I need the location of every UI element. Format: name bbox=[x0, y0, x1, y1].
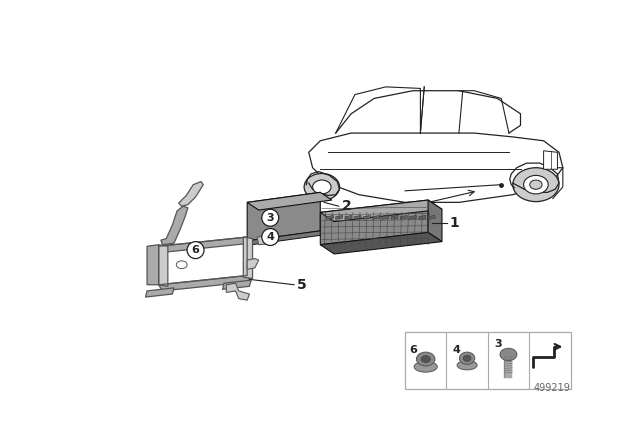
Ellipse shape bbox=[457, 361, 477, 370]
Polygon shape bbox=[159, 245, 168, 286]
Text: 3: 3 bbox=[266, 213, 274, 223]
Text: 3: 3 bbox=[494, 339, 502, 349]
Polygon shape bbox=[247, 231, 325, 245]
Polygon shape bbox=[147, 245, 159, 285]
Polygon shape bbox=[372, 215, 380, 220]
Ellipse shape bbox=[530, 180, 542, 189]
Ellipse shape bbox=[312, 180, 331, 194]
Ellipse shape bbox=[417, 352, 435, 366]
Polygon shape bbox=[382, 215, 389, 220]
Polygon shape bbox=[257, 236, 278, 245]
Polygon shape bbox=[336, 215, 342, 220]
Text: 6: 6 bbox=[191, 245, 200, 255]
Text: 4: 4 bbox=[452, 345, 460, 355]
Polygon shape bbox=[159, 276, 251, 291]
Polygon shape bbox=[354, 215, 361, 220]
Ellipse shape bbox=[513, 168, 559, 202]
Polygon shape bbox=[247, 192, 320, 241]
Ellipse shape bbox=[500, 348, 517, 361]
Polygon shape bbox=[227, 283, 250, 300]
Circle shape bbox=[262, 228, 279, 246]
Polygon shape bbox=[345, 215, 352, 220]
Polygon shape bbox=[223, 280, 251, 289]
Polygon shape bbox=[320, 200, 442, 222]
Polygon shape bbox=[428, 200, 442, 241]
Polygon shape bbox=[145, 288, 174, 297]
Text: 5: 5 bbox=[297, 278, 307, 292]
Polygon shape bbox=[428, 215, 435, 220]
Polygon shape bbox=[179, 181, 204, 206]
Polygon shape bbox=[308, 133, 563, 202]
Polygon shape bbox=[391, 215, 398, 220]
Text: 1: 1 bbox=[450, 216, 460, 230]
Ellipse shape bbox=[304, 173, 340, 200]
Polygon shape bbox=[320, 233, 442, 254]
Circle shape bbox=[262, 209, 279, 226]
Polygon shape bbox=[159, 237, 251, 252]
Ellipse shape bbox=[414, 362, 437, 372]
Polygon shape bbox=[247, 258, 259, 269]
Polygon shape bbox=[326, 215, 333, 220]
Bar bbox=[405, 332, 570, 389]
Ellipse shape bbox=[176, 261, 187, 269]
Polygon shape bbox=[543, 151, 557, 169]
Polygon shape bbox=[401, 215, 407, 220]
Polygon shape bbox=[247, 192, 332, 210]
Circle shape bbox=[187, 241, 204, 258]
Ellipse shape bbox=[421, 356, 430, 362]
Text: 2: 2 bbox=[342, 199, 351, 213]
Polygon shape bbox=[320, 200, 428, 245]
Polygon shape bbox=[243, 237, 253, 279]
Text: 499219: 499219 bbox=[534, 383, 570, 392]
Text: 6: 6 bbox=[410, 345, 417, 355]
Polygon shape bbox=[410, 215, 417, 220]
Ellipse shape bbox=[460, 352, 475, 365]
Ellipse shape bbox=[524, 176, 548, 194]
Text: 4: 4 bbox=[266, 232, 274, 242]
Polygon shape bbox=[419, 215, 426, 220]
Polygon shape bbox=[161, 206, 188, 245]
Ellipse shape bbox=[463, 355, 471, 362]
Polygon shape bbox=[364, 215, 371, 220]
